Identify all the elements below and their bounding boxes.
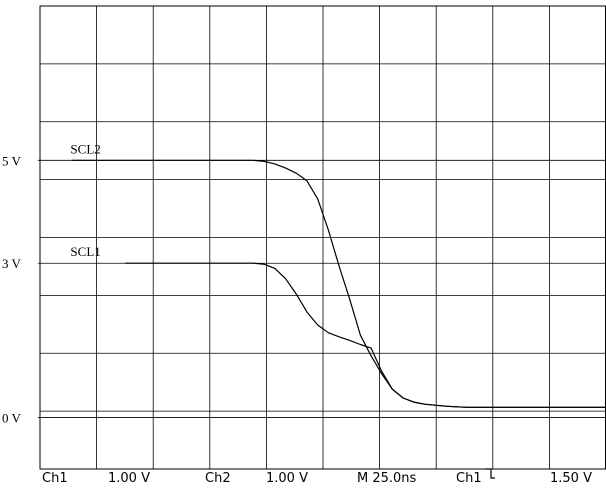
graticule-grid [39, 5, 606, 470]
trace-label-scl1: SCL1 [70, 244, 100, 259]
level-label: 3 V [2, 256, 22, 271]
trace-labels: SCL2 SCL1 [70, 141, 100, 259]
timebase-readout: M 25.0ns [357, 471, 417, 486]
level-labels: 5 V 3 V 0 V [2, 153, 606, 426]
trace-scl2 [72, 159, 606, 408]
trigger-level: 1.50 V [550, 471, 592, 486]
falling-edge-icon [485, 468, 495, 479]
trace-label-scl2: SCL2 [70, 141, 100, 156]
ch1-label: Ch1 [42, 471, 68, 486]
status-bar: Ch1 1.00 V Ch2 1.00 V M 25.0ns Ch1 1.50 … [42, 468, 592, 486]
ch2-scale: 1.00 V [266, 471, 308, 486]
trigger-source: Ch1 [456, 471, 482, 486]
level-label: 5 V [2, 153, 22, 168]
trace-scl1 [125, 262, 606, 408]
ch2-label: Ch2 [205, 471, 231, 486]
traces [72, 159, 606, 408]
level-label: 0 V [2, 411, 22, 426]
ch1-scale: 1.00 V [108, 471, 150, 486]
